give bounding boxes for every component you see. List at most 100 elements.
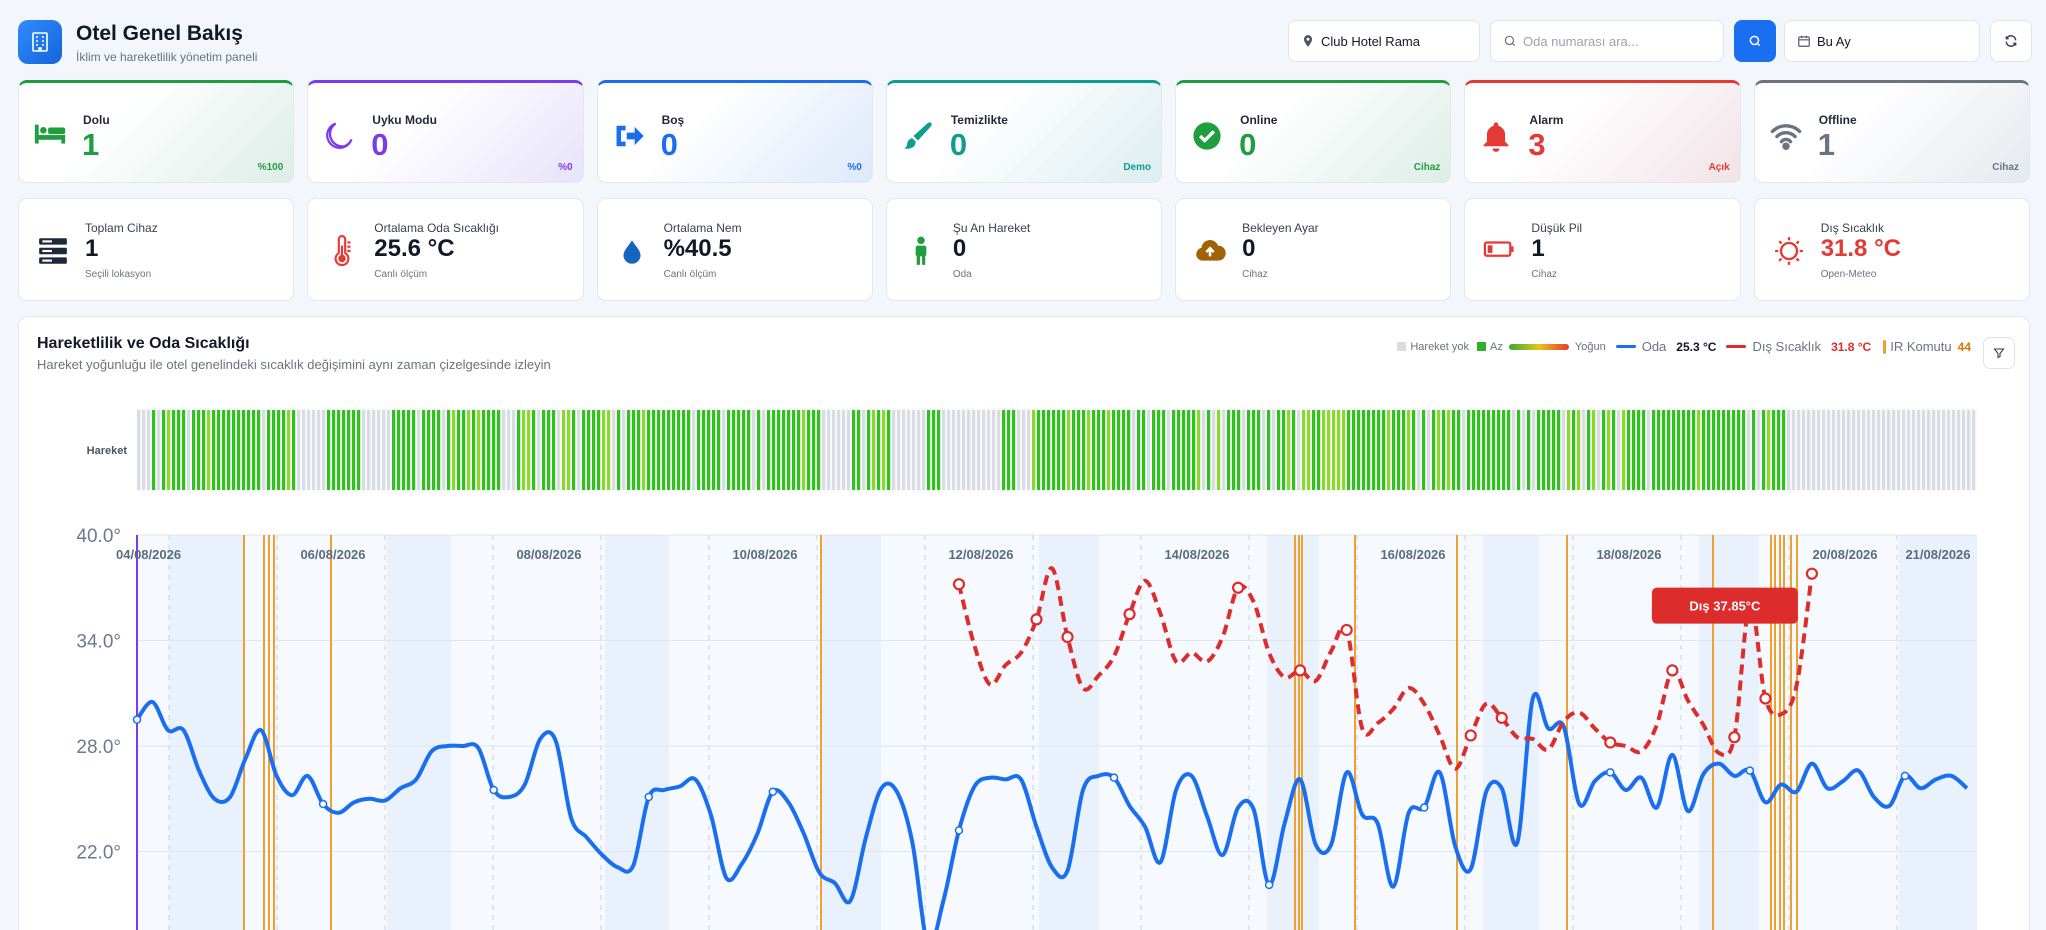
motion-bar [1702, 410, 1706, 490]
x-tick-label: 14/08/2026 [1164, 547, 1229, 562]
metric-card-label: Şu An Hareket [952, 221, 1031, 235]
motion-bar [832, 410, 836, 490]
motion-bar [632, 410, 636, 490]
motion-bar [997, 410, 1001, 490]
person-icon [905, 235, 937, 267]
status-card-dolu[interactable]: Dolu 1 %100 [18, 80, 295, 183]
room-search-input[interactable] [1523, 33, 1713, 49]
app-title: Otel Genel Bakış [76, 22, 243, 45]
motion-bar [1762, 410, 1766, 490]
room-search-field[interactable] [1490, 20, 1724, 62]
motion-bar [1232, 410, 1236, 490]
motion-bar [182, 410, 186, 490]
motion-bar [1937, 410, 1941, 490]
motion-bar [712, 410, 716, 490]
status-card-value: 1 [82, 127, 100, 162]
motion-bar [702, 410, 706, 490]
motion-bar [572, 410, 576, 490]
legend-outdoor-label: Dış Sıcaklık [1752, 339, 1822, 354]
motion-bar [237, 410, 241, 490]
motion-bar [1882, 410, 1886, 490]
chart-tooltip [1651, 587, 1798, 624]
motion-bar [502, 410, 506, 490]
hotel-select[interactable]: Club Hotel Rama [1288, 20, 1480, 62]
motion-bar [1607, 410, 1611, 490]
motion-bar [1437, 410, 1441, 490]
motion-bar [1952, 410, 1956, 490]
status-card-boş[interactable]: Boş 0 %0 [596, 80, 873, 183]
motion-bar [1682, 410, 1686, 490]
status-card-temizlikte[interactable]: Temizlikte 0 Demo [885, 80, 1163, 183]
motion-bar [1812, 410, 1816, 490]
motion-bar [1562, 410, 1566, 490]
motion-bar [1202, 410, 1206, 490]
search-button[interactable] [1734, 20, 1776, 62]
status-cards: Dolu 1 %100 Uyku Modu 0 %0 Boş 0 %0 Temizlikte 0 De… [18, 80, 2030, 183]
status-card-label: Temizlikte [950, 113, 1008, 127]
motion-bar [852, 410, 856, 490]
motion-bar [1947, 410, 1951, 490]
motion-bar [962, 410, 966, 490]
door-exit-icon [612, 119, 646, 149]
motion-bar [1037, 410, 1041, 490]
motion-bar [1252, 410, 1256, 490]
motion-bar [1442, 410, 1446, 490]
motion-bar [1182, 410, 1186, 490]
status-card-offline[interactable]: Offline 1 Cihaz [1753, 80, 2030, 183]
motion-bar [1017, 410, 1021, 490]
status-card-label: Online [1240, 113, 1278, 127]
motion-bar [1772, 410, 1776, 490]
motion-bar [177, 410, 181, 490]
chart-filter-button[interactable] [1983, 337, 2015, 369]
app-subtitle: İklim ve hareketlilik yönetim paneli [76, 50, 258, 64]
search-icon [1749, 35, 1761, 47]
metric-card-label: Bekleyen Ayar [1242, 221, 1319, 235]
period-select[interactable]: Bu Ay [1784, 20, 1980, 62]
hotel-select-value: Club Hotel Rama [1321, 33, 1420, 49]
status-card-value: 0 [949, 127, 968, 162]
x-tick-label: 20/08/2026 [1812, 547, 1877, 562]
motion-bar [1222, 410, 1226, 490]
status-card-online[interactable]: Online 0 Cihaz [1175, 80, 1452, 183]
motion-bar [1542, 410, 1546, 490]
motion-bar [1552, 410, 1556, 490]
legend-ir-value: 44 [1957, 339, 1971, 354]
status-card-alarm[interactable]: Alarm 3 Açık [1464, 80, 1741, 183]
metric-card-sub: Seçili lokasyon [85, 269, 152, 280]
motion-bar [1257, 410, 1261, 490]
activity-temperature-panel: 40.0° 34.0° 28.0° 22.0° 04/08/2026 06/08/2026… [18, 316, 2030, 930]
outdoor-temperature-point [1666, 664, 1679, 677]
motion-bar [1467, 410, 1471, 490]
motion-bar [1842, 410, 1846, 490]
motion-bar [1677, 410, 1681, 490]
legend-high: Yoğun [1574, 340, 1606, 353]
motion-bar [1372, 410, 1376, 490]
motion-bar [1052, 410, 1056, 490]
room-temperature-point [132, 715, 142, 724]
motion-bar [1902, 410, 1906, 490]
motion-bar [1162, 410, 1166, 490]
motion-bar [1452, 410, 1456, 490]
legend-outdoor-value: 31.8 °C [1831, 339, 1872, 354]
motion-bar [727, 410, 731, 490]
motion-bar [1072, 410, 1076, 490]
motion-bar [1267, 410, 1271, 490]
motion-bar [802, 410, 806, 490]
motion-bar [822, 410, 826, 490]
status-card-uyku-modu[interactable]: Uyku Modu 0 %0 [307, 80, 584, 183]
status-card-value: 0 [1239, 127, 1257, 162]
motion-bar [1527, 410, 1531, 490]
refresh-button[interactable] [1990, 20, 2032, 62]
metric-card-sub: Canlı ölçüm [374, 269, 428, 280]
motion-bar [1717, 410, 1721, 490]
status-card-note: %100 [257, 162, 284, 173]
motion-bar [1317, 410, 1321, 490]
motion-bar [777, 410, 781, 490]
motion-bar [1732, 410, 1736, 490]
motion-bar [842, 410, 846, 490]
motion-bar [1597, 410, 1601, 490]
motion-bar [392, 410, 396, 490]
motion-bar [1932, 410, 1936, 490]
motion-bar [242, 410, 246, 490]
motion-bar [1492, 410, 1496, 490]
